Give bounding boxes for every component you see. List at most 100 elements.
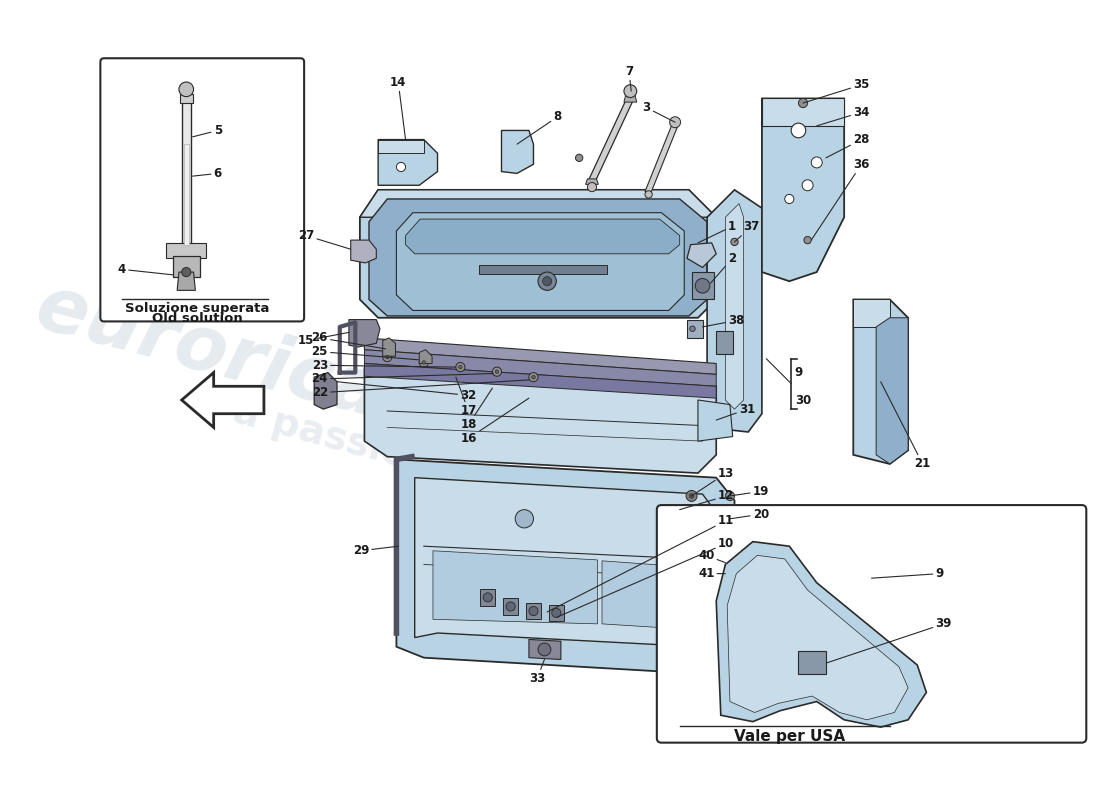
Circle shape (529, 606, 538, 616)
Circle shape (791, 123, 806, 138)
Text: euroricambi: euroricambi (28, 270, 546, 475)
Polygon shape (799, 651, 826, 674)
Text: 2: 2 (711, 252, 736, 283)
Polygon shape (602, 561, 703, 630)
Polygon shape (360, 190, 716, 318)
Circle shape (383, 353, 392, 362)
Polygon shape (180, 94, 192, 103)
Text: 4: 4 (118, 263, 173, 276)
Circle shape (495, 370, 498, 374)
Polygon shape (315, 373, 337, 409)
Circle shape (670, 117, 681, 128)
Polygon shape (854, 299, 909, 464)
Polygon shape (688, 243, 716, 267)
Polygon shape (364, 368, 716, 473)
Circle shape (690, 494, 694, 498)
Text: 9: 9 (871, 567, 944, 580)
Text: 38: 38 (703, 314, 745, 327)
Text: 34: 34 (816, 106, 870, 126)
Polygon shape (529, 639, 561, 659)
Text: 37: 37 (735, 220, 760, 242)
Polygon shape (419, 350, 432, 363)
Circle shape (645, 190, 652, 198)
Polygon shape (184, 144, 189, 245)
Polygon shape (166, 243, 207, 258)
Text: 1: 1 (698, 220, 736, 243)
Circle shape (179, 82, 194, 97)
Text: 20: 20 (730, 508, 769, 521)
Polygon shape (876, 318, 909, 464)
Text: 3: 3 (642, 101, 675, 122)
Circle shape (531, 375, 536, 379)
Circle shape (799, 98, 807, 108)
Polygon shape (504, 598, 518, 614)
Circle shape (459, 366, 462, 369)
Text: 16: 16 (461, 398, 529, 445)
Polygon shape (624, 95, 637, 102)
Polygon shape (707, 190, 762, 432)
Text: Vale per USA: Vale per USA (734, 729, 845, 744)
Text: 41: 41 (698, 567, 725, 580)
Polygon shape (368, 199, 707, 316)
Text: Old solution: Old solution (152, 312, 243, 326)
Polygon shape (585, 179, 598, 184)
Text: 24: 24 (311, 373, 493, 386)
Circle shape (695, 278, 710, 293)
Circle shape (690, 326, 695, 331)
Circle shape (802, 180, 813, 190)
Circle shape (671, 505, 681, 514)
FancyBboxPatch shape (657, 505, 1087, 742)
Circle shape (422, 361, 426, 364)
Circle shape (542, 277, 552, 286)
Circle shape (529, 373, 538, 382)
Polygon shape (364, 350, 716, 386)
Polygon shape (415, 478, 718, 646)
Polygon shape (716, 542, 926, 727)
Polygon shape (725, 203, 744, 409)
Text: 39: 39 (826, 618, 952, 663)
Text: 7: 7 (625, 65, 632, 91)
Polygon shape (349, 319, 379, 347)
Text: 13: 13 (692, 466, 735, 496)
Text: 6: 6 (192, 167, 222, 180)
Polygon shape (502, 130, 534, 174)
Polygon shape (351, 240, 376, 263)
Polygon shape (716, 331, 733, 354)
Polygon shape (360, 190, 716, 218)
Text: 40: 40 (698, 549, 725, 562)
Polygon shape (396, 459, 735, 674)
Polygon shape (688, 319, 703, 338)
Circle shape (784, 194, 794, 203)
Polygon shape (182, 98, 190, 245)
Circle shape (587, 182, 596, 192)
Text: 9: 9 (795, 366, 803, 379)
Polygon shape (645, 126, 678, 192)
Circle shape (483, 593, 493, 602)
Polygon shape (727, 555, 909, 720)
Polygon shape (762, 98, 844, 282)
Polygon shape (692, 272, 714, 299)
Circle shape (812, 157, 822, 168)
Text: 10: 10 (557, 537, 735, 618)
Text: since 1985: since 1985 (500, 470, 823, 603)
Polygon shape (433, 550, 597, 624)
Text: 33: 33 (529, 659, 546, 685)
Text: 26: 26 (311, 331, 385, 349)
Polygon shape (177, 272, 196, 290)
FancyBboxPatch shape (100, 58, 304, 322)
Text: 25: 25 (311, 345, 418, 360)
Text: 23: 23 (311, 358, 455, 372)
Text: Soluzione superata: Soluzione superata (125, 302, 270, 315)
Polygon shape (182, 373, 264, 427)
Polygon shape (364, 363, 716, 398)
Text: 21: 21 (881, 382, 931, 470)
Polygon shape (378, 139, 424, 154)
Text: 30: 30 (795, 394, 811, 406)
Polygon shape (588, 98, 634, 181)
Circle shape (725, 514, 735, 523)
Text: 31: 31 (716, 402, 756, 420)
Text: 32: 32 (337, 382, 476, 402)
Circle shape (515, 510, 534, 528)
Text: 35: 35 (803, 78, 870, 103)
Polygon shape (383, 338, 396, 356)
